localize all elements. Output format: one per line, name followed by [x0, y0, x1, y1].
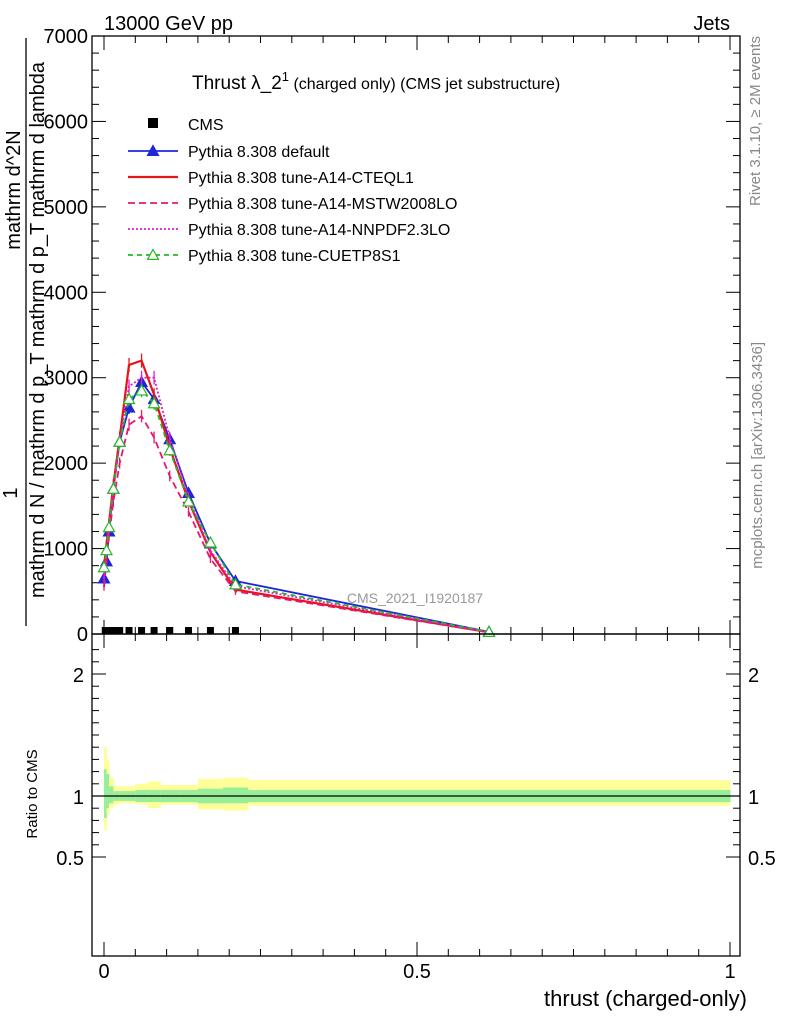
series-marker: [102, 520, 116, 533]
cms-data-point: [231, 627, 239, 634]
cms-data-point: [138, 627, 146, 634]
ratio-band-green: [109, 786, 114, 804]
x-axis-label: thrust (charged-only): [544, 986, 747, 1011]
ratio-ytick-label-right: 1: [748, 787, 759, 809]
main-axis-ticks: 0 1000 2000 3000 4000 5000 6000 7000: [44, 26, 740, 646]
cms-data-point: [206, 627, 214, 634]
main-ytick-label: 7000: [44, 26, 89, 48]
ratio-band-green: [104, 769, 108, 818]
cms-data-point: [101, 627, 109, 634]
main-ylabel-denominator: mathrm d N / mathrm d p_T mathrm d p_T m…: [27, 61, 49, 598]
chart-title-suffix: (charged only) (CMS jet substructure): [289, 76, 560, 93]
chart-title: Thrust λ_21 (charged only) (CMS jet subs…: [192, 69, 560, 94]
main-ytick-label: 4000: [44, 282, 89, 304]
ratio-ytick-label: 2: [73, 665, 84, 687]
ratio-ytick-label: 0.5: [56, 848, 84, 870]
cms-data-point: [150, 627, 158, 634]
legend-label: Pythia 8.308 tune-CUETP8S1: [188, 248, 401, 265]
mcplots-label: mcplots.cern.ch [arXiv:1306.3436]: [749, 342, 766, 569]
main-ylabel: 1 mathrm d^2N mathrm d N / mathrm d p_T …: [0, 38, 49, 626]
legend-label-cms: CMS: [188, 117, 224, 134]
series-marker: [97, 560, 111, 573]
chart-title-sup: 1: [282, 69, 289, 84]
legend-label: Pythia 8.308 tune-A14-MSTW2008LO: [188, 196, 457, 213]
cms-data-point: [185, 627, 193, 634]
main-series: [97, 353, 496, 637]
ratio-panel: 0.5 0.5 1 1 2 2 0 0.5 1 Ratio to CMS thrust (cha…: [24, 633, 776, 1011]
cms-data-point: [166, 627, 174, 634]
legend-label: Pythia 8.308 default: [188, 144, 330, 161]
legend-label: Pythia 8.308 tune-A14-CTEQL1: [188, 170, 414, 187]
cms-data-point: [125, 627, 133, 634]
series-marker: [203, 535, 217, 548]
main-ylabel-numerator: mathrm d^2N: [3, 130, 25, 249]
chart-title-main: Thrust λ_2: [192, 73, 282, 94]
series-marker: [99, 543, 114, 556]
xtick-label: 0.5: [403, 961, 431, 983]
main-ytick-label: 6000: [44, 111, 89, 133]
series-marker: [135, 383, 149, 396]
ratio-bands: [104, 747, 731, 831]
main-ytick-label: 3000: [44, 368, 89, 390]
main-ylabel-one: 1: [0, 487, 22, 498]
cms-data-point: [109, 627, 117, 634]
series-marker: [106, 482, 120, 494]
legend-marker: [146, 144, 160, 156]
legend: CMS Pythia 8.308 default Pythia 8.308 tun…: [128, 117, 457, 265]
main-ytick-label: 1000: [44, 539, 89, 561]
main-ytick-label: 5000: [44, 197, 89, 219]
series-marker: [122, 392, 136, 405]
xtick-label: 0: [98, 961, 109, 983]
header-right: Jets: [693, 13, 730, 35]
legend-marker: [146, 248, 160, 260]
legend-marker-cms: [148, 118, 158, 128]
series-marker: [228, 577, 242, 590]
ratio-band-green: [106, 774, 110, 809]
xtick-label: 1: [724, 961, 735, 983]
ratio-ytick-label-right: 0.5: [748, 848, 776, 870]
ratio-axis-ticks: 0.5 0.5 1 1 2 2 0 0.5 1: [56, 634, 776, 983]
ratio-frame: [91, 633, 741, 957]
main-ytick-label: 2000: [44, 453, 89, 475]
rivet-label: Rivet 3.1.10, ≥ 2M events: [747, 36, 764, 206]
main-ytick-label: 0: [77, 624, 88, 646]
main-panel: 0 1000 2000 3000 4000 5000 6000 7000 CMS_2021_I…: [0, 26, 741, 646]
series-marker: [113, 435, 127, 447]
ratio-ylabel: Ratio to CMS: [24, 749, 41, 838]
series-marker: [147, 396, 161, 409]
ratio-ytick-label-right: 2: [748, 665, 759, 687]
ratio-ytick-label: 1: [73, 787, 84, 809]
cms-data-point: [116, 627, 124, 634]
series-marker: [181, 494, 196, 507]
legend-label: Pythia 8.308 tune-A14-NNPDF2.3LO: [188, 222, 450, 239]
series-marker: [163, 443, 177, 456]
watermark: CMS_2021_I1920187: [347, 590, 483, 606]
header-left: 13000 GeV pp: [104, 13, 233, 35]
legend-series: Pythia 8.308 default Pythia 8.308 tune-A1…: [128, 144, 457, 265]
cms-data-point: [105, 627, 113, 634]
